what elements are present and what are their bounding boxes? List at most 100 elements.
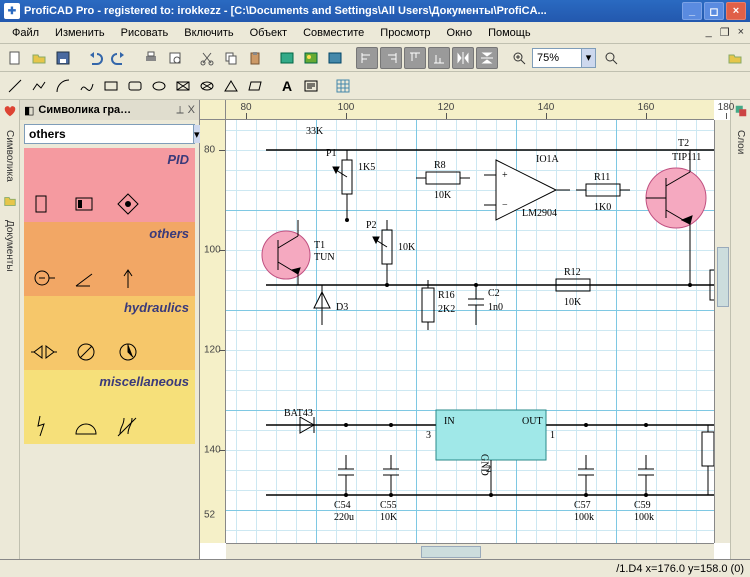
symbol-icon[interactable]: [114, 414, 142, 438]
zoom-fit-icon[interactable]: [600, 47, 622, 69]
symbol-icon[interactable]: [72, 192, 100, 216]
xellipse-icon[interactable]: [196, 75, 218, 97]
line-icon[interactable]: [4, 75, 26, 97]
mdi-restore-button[interactable]: ❐: [718, 26, 732, 39]
close-button[interactable]: ×: [726, 2, 746, 20]
draw-toolbar: A: [0, 72, 750, 100]
panel-close-icon[interactable]: X: [188, 104, 195, 116]
polyline-icon[interactable]: [28, 75, 50, 97]
scrollbar-thumb[interactable]: [421, 546, 481, 558]
left-tab-strip: Символика Документы: [0, 100, 20, 559]
mdi-close-button[interactable]: ×: [736, 26, 746, 39]
ruler-horizontal[interactable]: 80100120140160180: [226, 100, 714, 120]
align4-icon[interactable]: [428, 47, 450, 69]
category-label: hydraulics: [30, 300, 189, 315]
menu-object[interactable]: Объект: [242, 25, 295, 41]
spline-icon[interactable]: [76, 75, 98, 97]
symbol-icon[interactable]: [30, 192, 58, 216]
right-tab-layers[interactable]: Слои: [734, 126, 747, 158]
menu-file[interactable]: Файл: [4, 25, 47, 41]
symbol-icon[interactable]: [72, 266, 100, 290]
image1-icon[interactable]: [276, 47, 298, 69]
zoom-icon[interactable]: [508, 47, 530, 69]
print-icon[interactable]: [140, 47, 162, 69]
category-dropdown-icon[interactable]: ▾: [193, 125, 200, 143]
para-icon[interactable]: [244, 75, 266, 97]
folder-icon[interactable]: [724, 47, 746, 69]
symbol-icon[interactable]: [72, 340, 100, 364]
left-tab-documents[interactable]: Документы: [3, 216, 16, 276]
symbol-icon[interactable]: [30, 414, 58, 438]
menu-bar: Файл Изменить Рисовать Включить Объект С…: [0, 22, 750, 44]
cut-icon[interactable]: [196, 47, 218, 69]
menu-include[interactable]: Включить: [176, 25, 241, 41]
triangle-icon[interactable]: [220, 75, 242, 97]
rrect-icon[interactable]: [124, 75, 146, 97]
panel-pin-icon[interactable]: ⟂: [176, 104, 183, 117]
viewport[interactable]: T1 TUN 33K P1 1K5 P2 10K D3 R8 10K: [226, 120, 714, 543]
category-label: miscellaneous: [30, 374, 189, 389]
copy-icon[interactable]: [220, 47, 242, 69]
doc-icon[interactable]: [3, 194, 17, 208]
grid-icon[interactable]: [332, 75, 354, 97]
align1-icon[interactable]: [356, 47, 378, 69]
zoom-combo[interactable]: ▾: [532, 48, 596, 68]
text-icon[interactable]: A: [276, 75, 298, 97]
rect-icon[interactable]: [100, 75, 122, 97]
paste-icon[interactable]: [244, 47, 266, 69]
scrollbar-vertical[interactable]: [714, 120, 730, 543]
symbol-icon[interactable]: [114, 192, 142, 216]
layers-icon[interactable]: [734, 104, 748, 118]
category-pid[interactable]: PID: [24, 148, 195, 222]
menu-view[interactable]: Просмотр: [372, 25, 438, 41]
symbol-icon[interactable]: [30, 340, 58, 364]
ruler-vertical[interactable]: 8010012014052: [200, 120, 226, 543]
symbol-icon[interactable]: [114, 340, 142, 364]
image3-icon[interactable]: [324, 47, 346, 69]
xrect-icon[interactable]: [172, 75, 194, 97]
category-others[interactable]: others: [24, 222, 195, 296]
schematic[interactable]: T1 TUN 33K P1 1K5 P2 10K D3 R8 10K: [226, 120, 714, 543]
textbox-icon[interactable]: [300, 75, 322, 97]
category-hydraulics[interactable]: hydraulics: [24, 296, 195, 370]
image2-icon[interactable]: [300, 47, 322, 69]
left-tab-symbols[interactable]: Символика: [3, 126, 16, 186]
open-icon[interactable]: [28, 47, 50, 69]
symbol-icon[interactable]: [30, 266, 58, 290]
minimize-button[interactable]: _: [682, 2, 702, 20]
new-icon[interactable]: [4, 47, 26, 69]
undo-icon[interactable]: [84, 47, 106, 69]
menu-align[interactable]: Совместите: [295, 25, 372, 41]
save-icon[interactable]: [52, 47, 74, 69]
category-combo[interactable]: ▾: [24, 124, 195, 144]
heart-icon[interactable]: [3, 104, 17, 118]
redo-icon[interactable]: [108, 47, 130, 69]
align3-icon[interactable]: [404, 47, 426, 69]
maximize-button[interactable]: ◻: [704, 2, 724, 20]
scrollbar-horizontal[interactable]: [226, 543, 714, 559]
zoom-input[interactable]: [533, 49, 581, 67]
flip-v-icon[interactable]: [476, 47, 498, 69]
ellipse-icon[interactable]: [148, 75, 170, 97]
svg-text:T1: T1: [314, 240, 325, 251]
right-tab-strip: Слои: [730, 100, 750, 559]
symbol-icon[interactable]: [114, 266, 142, 290]
preview-icon[interactable]: [164, 47, 186, 69]
flip-h-icon[interactable]: [452, 47, 474, 69]
menu-draw[interactable]: Рисовать: [113, 25, 177, 41]
canvas-area: 80100120140160180 8010012014052 T1 TUN 3…: [200, 100, 730, 559]
menu-edit[interactable]: Изменить: [47, 25, 113, 41]
svg-text:R16: R16: [438, 290, 455, 301]
svg-text:T2: T2: [678, 138, 689, 149]
menu-window[interactable]: Окно: [439, 25, 481, 41]
category-misc[interactable]: miscellaneous: [24, 370, 195, 444]
arc-icon[interactable]: [52, 75, 74, 97]
menu-help[interactable]: Помощь: [480, 25, 539, 41]
category-input[interactable]: [25, 127, 193, 141]
symbol-icon[interactable]: [72, 414, 100, 438]
zoom-dropdown-icon[interactable]: ▾: [581, 49, 595, 67]
svg-text:TIP111: TIP111: [672, 152, 701, 163]
mdi-min-button[interactable]: _: [704, 26, 714, 39]
align2-icon[interactable]: [380, 47, 402, 69]
scrollbar-thumb[interactable]: [717, 247, 729, 307]
